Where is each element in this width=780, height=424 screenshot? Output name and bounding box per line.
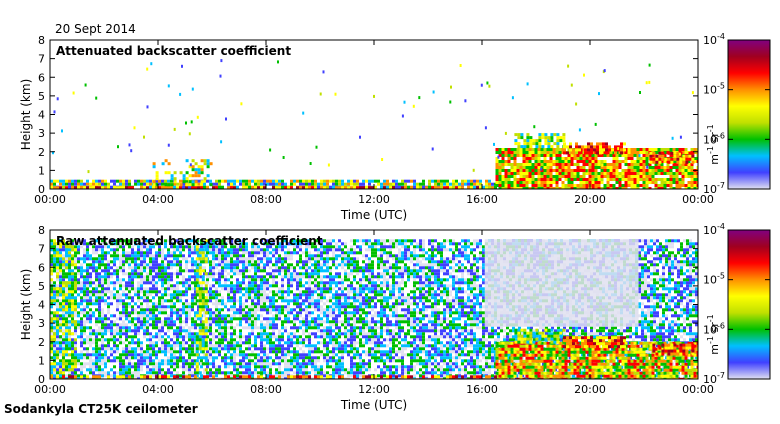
y-tick-label: 4	[38, 109, 45, 122]
colorbar-tick-label: 10-7	[703, 181, 725, 196]
y-tick-label: 8	[38, 224, 45, 237]
x-tick-label: 20:00	[574, 193, 606, 206]
y-tick-label: 8	[38, 34, 45, 47]
colorbar-tick-label: 10-5	[703, 82, 725, 97]
colorbar-gradient	[728, 230, 770, 379]
heatmap-body	[50, 40, 700, 192]
y-tick-label: 7	[38, 243, 45, 256]
y-axis-label: Height (km)	[19, 79, 33, 150]
y-tick-label: 2	[38, 336, 45, 349]
x-axis-label: Time (UTC)	[340, 208, 407, 222]
colorbar-tick-label: 10-5	[703, 272, 725, 287]
colorbar-tick-label: 10-4	[703, 32, 725, 47]
x-tick-label: 12:00	[358, 193, 390, 206]
y-tick-label: 4	[38, 299, 45, 312]
colorbar-2: 10-410-510-610-7m-1 sr-1	[703, 222, 770, 386]
clear-gap	[485, 239, 639, 327]
x-tick-label: 20:00	[574, 383, 606, 396]
x-tick-label: 08:00	[250, 383, 282, 396]
colorbar-tick-label: 10-7	[703, 371, 725, 386]
boundary-layer	[50, 180, 497, 192]
y-tick-label: 7	[38, 53, 45, 66]
x-tick-label: 16:00	[466, 193, 498, 206]
colorbar-gradient	[728, 40, 770, 189]
instrument-label: Sodankyla CT25K ceilometer	[4, 402, 198, 416]
y-tick-label: 6	[38, 261, 45, 274]
y-tick-label: 5	[38, 90, 45, 103]
x-tick-label: 12:00	[358, 383, 390, 396]
y-tick-label: 1	[38, 354, 45, 367]
y-tick-label: 3	[38, 127, 45, 140]
y-tick-label: 3	[38, 317, 45, 330]
x-tick-label: 04:00	[142, 383, 174, 396]
panel-title: Attenuated backscatter coefficient	[56, 44, 291, 58]
y-tick-label: 0	[38, 183, 45, 196]
colorbar-1: 10-410-510-610-7m-1 sr-1	[703, 32, 770, 196]
y-tick-label: 1	[38, 164, 45, 177]
heatmap-body	[50, 230, 700, 381]
y-axis-label: Height (km)	[19, 269, 33, 340]
y-tick-label: 6	[38, 71, 45, 84]
date-label: 20 Sept 2014	[55, 22, 136, 36]
y-tick-label: 5	[38, 280, 45, 293]
x-tick-label: 08:00	[250, 193, 282, 206]
x-tick-label: 04:00	[142, 193, 174, 206]
y-tick-label: 2	[38, 146, 45, 159]
colorbar-tick-label: 10-4	[703, 222, 725, 237]
y-tick-label: 0	[38, 373, 45, 386]
panel-2: Raw attenuated backscatter coefficient 0 0…	[19, 224, 714, 412]
panel-title: Raw attenuated backscatter coefficient	[56, 234, 323, 248]
x-axis-label: Time (UTC)	[340, 398, 407, 412]
x-tick-label: 16:00	[466, 383, 498, 396]
